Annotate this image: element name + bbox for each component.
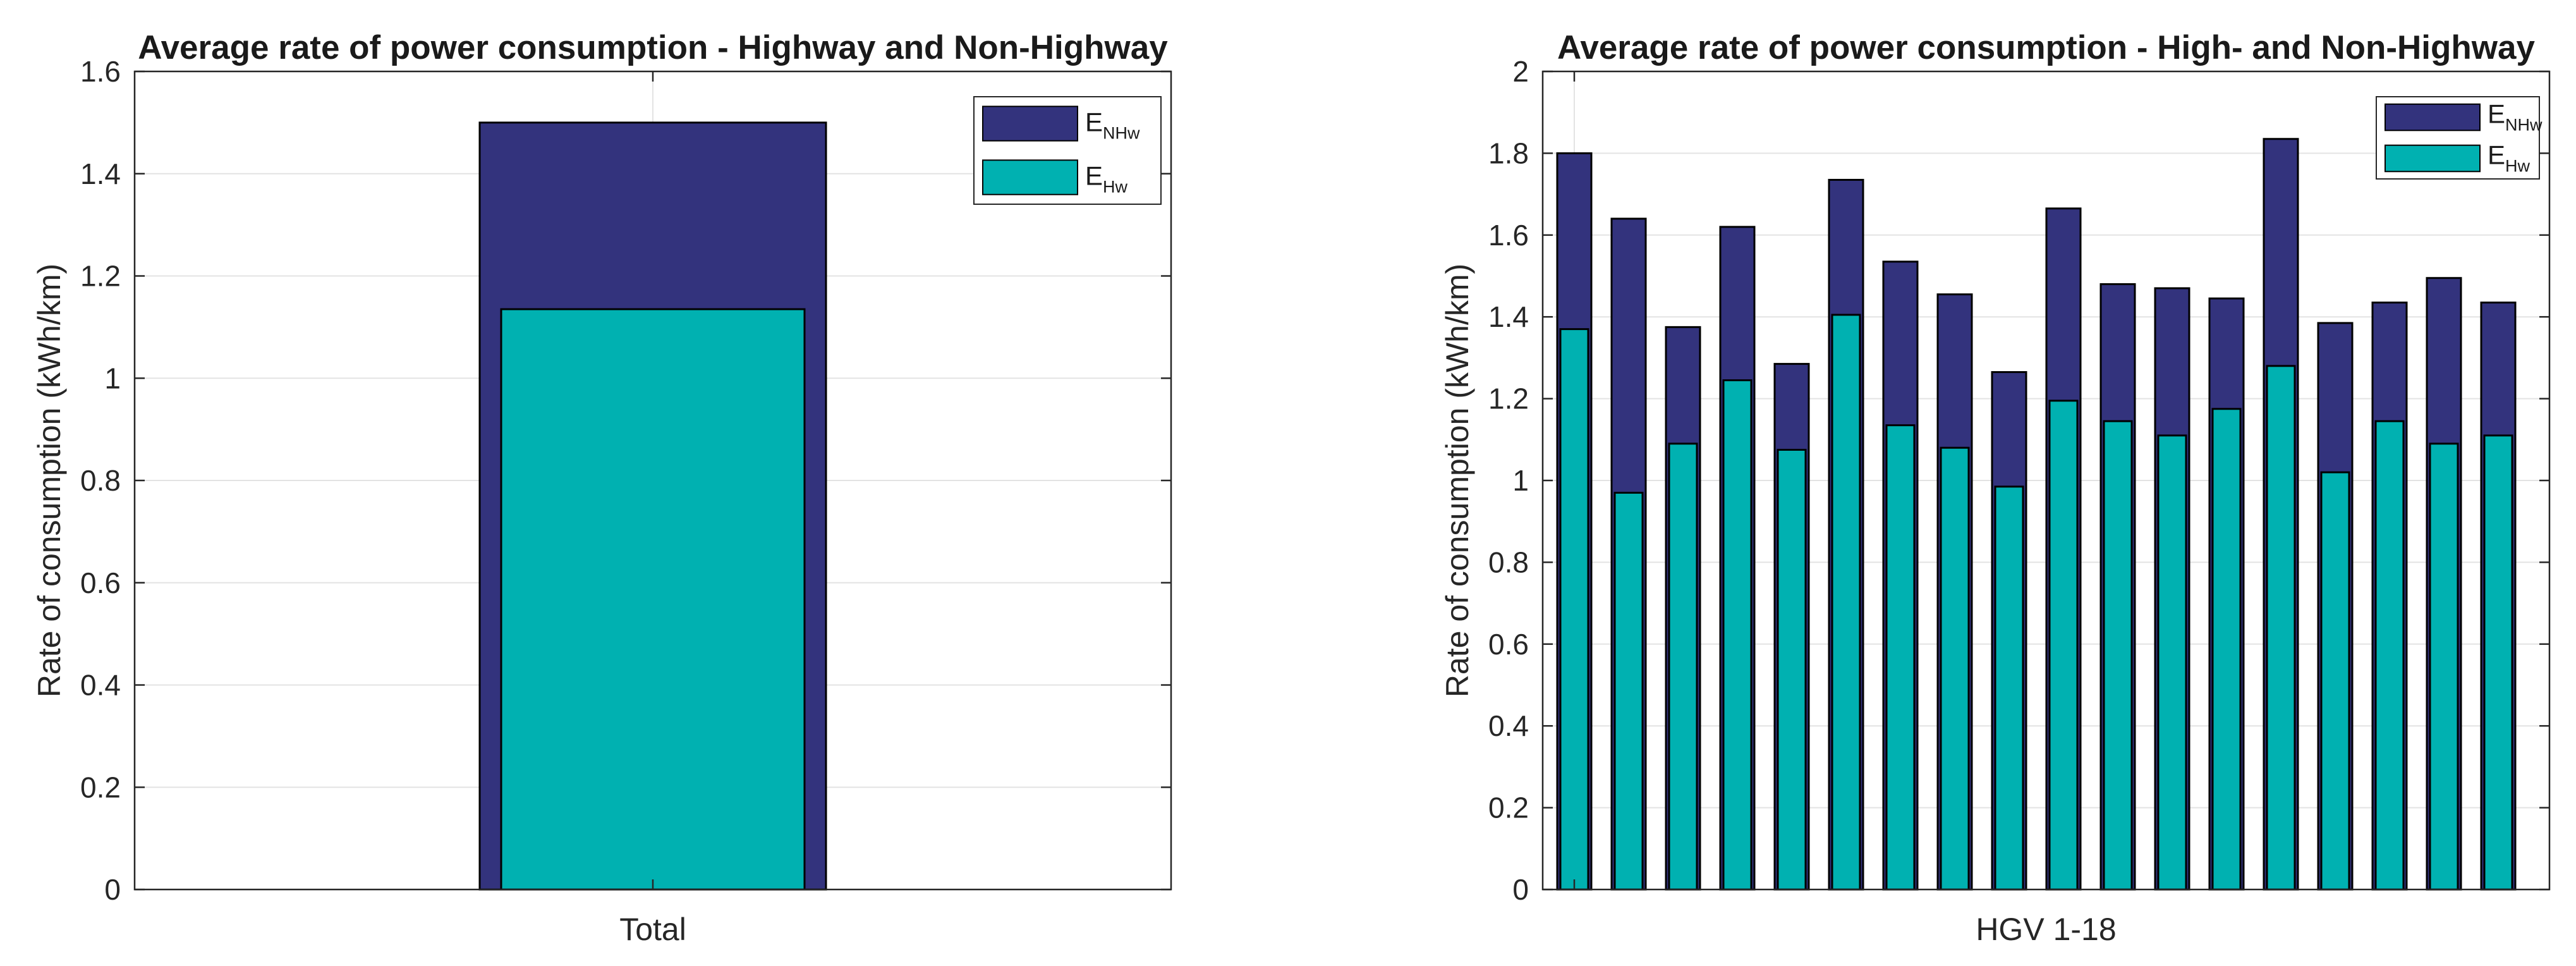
bar-highway (1559, 328, 1589, 891)
y-tick-label: 1.6 (1488, 219, 1529, 252)
bar-highway (2157, 434, 2187, 891)
chart-2: 0 0.2 0.4 0.6 0.8 1 1.2 1.4 1.6 1.8 2 HGV 1-18 Rate … (1440, 29, 2551, 947)
legend-label-main: E (2488, 99, 2505, 129)
legend-label-main: E (1085, 161, 1103, 190)
y-tick-label: 0.2 (1488, 792, 1529, 824)
y-tick-label: 0.6 (80, 566, 121, 599)
legend-label: EHw (2488, 140, 2530, 176)
legend-label: ENHw (2488, 99, 2543, 135)
legend-label-main: E (1085, 107, 1103, 137)
chart-1: 0 0.2 0.4 0.6 0.8 1 1.2 1.4 1.6 Total Rate of cons… (32, 29, 1172, 947)
x-axis-label: HGV 1-18 (1976, 912, 2116, 947)
legend-swatch (982, 159, 1078, 195)
y-tick-label: 0.8 (1488, 546, 1529, 578)
y-tick-label: 1.4 (1488, 300, 1529, 333)
bar-highway (1613, 491, 1644, 891)
bar-highway (1777, 448, 1807, 891)
y-tick-label: 1.4 (80, 157, 121, 190)
bar-highway (1831, 314, 1861, 891)
bar-highway (1722, 379, 1753, 891)
y-tick-label: 1.6 (80, 55, 121, 88)
legend-swatch (2385, 103, 2481, 131)
bar-highway (2320, 471, 2350, 891)
y-tick-label: 1 (104, 362, 121, 394)
bar-highway (2103, 420, 2133, 891)
legend-label-sub: NHw (2505, 116, 2543, 135)
legend-label-sub: NHw (1103, 123, 1140, 142)
bar-highway (2048, 400, 2079, 891)
bar-highway (2429, 443, 2459, 891)
bar-highway (1885, 424, 1916, 891)
y-tick-label: 0.6 (1488, 628, 1529, 661)
y-tick-label: 0 (1512, 873, 1529, 906)
y-tick-label: 1.2 (80, 260, 121, 293)
y-axis-label: Rate of consumption (kWh/km) (1440, 264, 1475, 697)
x-axis-label: Total (619, 912, 686, 947)
chart-title: Average rate of power consumption - High… (1557, 29, 2535, 66)
y-tick-label: 1.8 (1488, 137, 1529, 169)
bar-highway (2374, 420, 2405, 891)
bar-highway (1994, 486, 2024, 891)
y-tick-label: 0.2 (80, 771, 121, 804)
bar-highway (500, 308, 806, 891)
y-axis-label: Rate of consumption (kWh/km) (32, 264, 67, 697)
bar-highway (2483, 434, 2513, 891)
legend-label-sub: Hw (1103, 177, 1127, 196)
y-tick-label: 0.8 (80, 464, 121, 497)
bar-highway (2211, 408, 2242, 891)
y-tick-label: 0.4 (1488, 709, 1529, 742)
bar-highway (1940, 446, 1970, 891)
legend-label-sub: Hw (2505, 157, 2530, 176)
legend-label-main: E (2488, 140, 2505, 170)
y-tick-label: 1.2 (1488, 382, 1529, 415)
bar-highway (1668, 443, 1698, 891)
legend-label: ENHw (1085, 107, 1140, 142)
chart-title: Average rate of power consumption - High… (138, 29, 1168, 66)
legend-swatch (2385, 144, 2481, 173)
y-tick-label: 1 (1512, 464, 1529, 497)
bar-highway (2266, 365, 2296, 891)
y-tick-label: 0.4 (80, 669, 121, 702)
y-tick-label: 0 (104, 873, 121, 906)
legend-label: EHw (1085, 161, 1128, 196)
y-tick-label: 2 (1512, 55, 1529, 88)
legend-swatch (982, 106, 1078, 142)
